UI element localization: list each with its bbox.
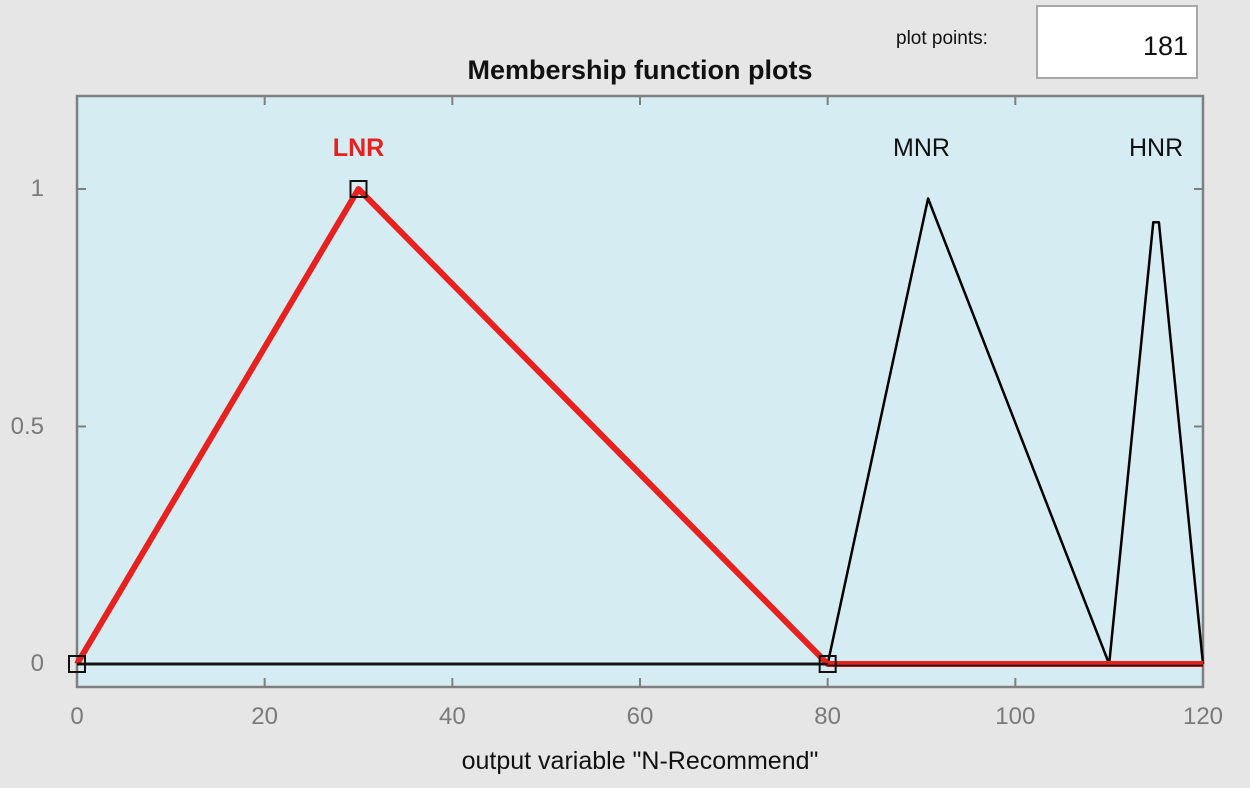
x-tick-label: 40 [438, 703, 466, 730]
y-tick-label: 0 [30, 650, 44, 677]
x-tick-label: 20 [251, 703, 279, 730]
y-tick-label: 0.5 [10, 412, 44, 440]
mf-curve-lnr[interactable] [74, 186, 1203, 667]
x-tick-label: 60 [626, 703, 654, 730]
plot-points-label: plot points: [896, 28, 988, 49]
mf-label-lnr: LNR [333, 134, 384, 162]
x-tick-label: 100 [995, 703, 1036, 730]
y-tick-label: 1 [30, 175, 44, 202]
mf-label-mnr: MNR [893, 134, 950, 162]
chart-title: Membership function plots [467, 55, 813, 85]
plot-area [75, 94, 1205, 689]
vertex-handle[interactable] [349, 180, 368, 198]
x-tick-label: 80 [814, 703, 842, 730]
x-tick-label: 0 [70, 703, 84, 730]
mf-label-hnr: HNR [1129, 134, 1183, 162]
plot-points-input[interactable]: 181 [1036, 5, 1198, 79]
x-tick-label: 120 [1182, 703, 1224, 730]
x-axis-label: output variable "N-Recommend" [461, 747, 819, 775]
